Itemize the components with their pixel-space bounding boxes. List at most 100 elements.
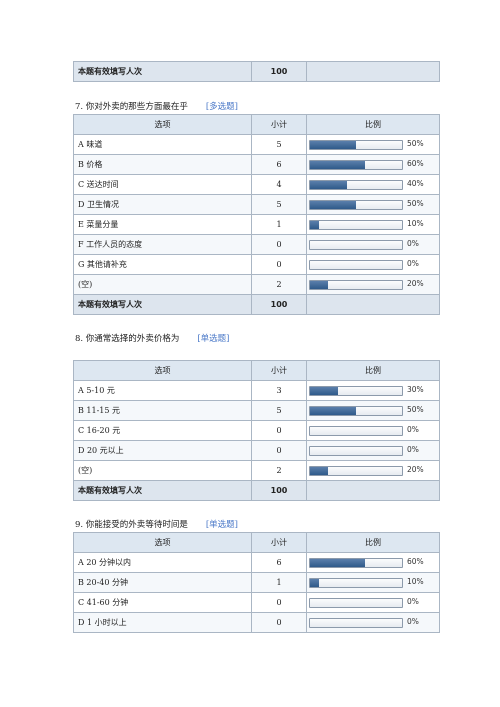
option-ratio: 0% <box>306 420 440 441</box>
option-label: A 5-10 元 <box>73 380 252 401</box>
progress-fill <box>310 141 356 149</box>
q7-header-row: 选项 小计 比例 <box>73 114 440 135</box>
header-count: 小计 <box>251 114 307 135</box>
percent-label: 0% <box>407 617 419 626</box>
option-ratio: 0% <box>306 592 440 613</box>
progress-bar <box>309 160 403 170</box>
option-label: G 其他请补充 <box>73 254 252 275</box>
percent-label: 30% <box>407 385 424 394</box>
table-row: (空) 2 20% <box>73 274 440 295</box>
progress-fill <box>310 201 356 209</box>
q7-title: 7. 你对外卖的那些方面最在乎 <box>75 102 188 112</box>
q9-header-row: 选项 小计 比例 <box>73 532 440 553</box>
q6-total-table: 本题有效填写人次 100 <box>73 61 440 82</box>
progress-bar <box>309 426 403 436</box>
header-ratio: 比例 <box>306 532 440 553</box>
percent-label: 0% <box>407 259 419 268</box>
table-row: (空) 2 20% <box>73 460 440 481</box>
option-label: D 1 小时以上 <box>73 612 252 633</box>
percent-label: 50% <box>407 139 424 148</box>
option-ratio: 0% <box>306 440 440 461</box>
header-ratio: 比例 <box>306 360 440 381</box>
table-row: A 味道 5 50% <box>73 134 440 155</box>
option-label: C 41-60 分钟 <box>73 592 252 613</box>
option-ratio: 50% <box>306 134 440 155</box>
total-label: 本题有效填写人次 <box>73 294 252 315</box>
total-empty <box>306 480 440 501</box>
header-count: 小计 <box>251 532 307 553</box>
q9-title: 9. 你能接受的外卖等待时间是 <box>75 520 188 530</box>
option-count: 1 <box>251 214 307 235</box>
progress-bar <box>309 280 403 290</box>
table-row: A 5-10 元 3 30% <box>73 380 440 401</box>
q9-table: 选项 小计 比例 A 20 分钟以内 6 60% B 20-40 分钟 1 10% C 41… <box>73 532 440 633</box>
table-row: C 41-60 分钟 0 0% <box>73 592 440 613</box>
progress-fill <box>310 221 320 229</box>
option-count: 5 <box>251 400 307 421</box>
option-count: 0 <box>251 420 307 441</box>
q7-type-tag: [多选题] <box>205 102 238 112</box>
option-ratio: 0% <box>306 254 440 275</box>
table-row: B 20-40 分钟 1 10% <box>73 572 440 593</box>
q9-type-tag: [单选题] <box>205 520 238 530</box>
table-row: D 20 元以上 0 0% <box>73 440 440 461</box>
total-count: 100 <box>251 294 307 315</box>
option-count: 2 <box>251 274 307 295</box>
option-ratio: 10% <box>306 572 440 593</box>
progress-bar <box>309 180 403 190</box>
percent-label: 0% <box>407 597 419 606</box>
option-label: F 工作人员的态度 <box>73 234 252 255</box>
progress-fill <box>310 579 320 587</box>
option-count: 3 <box>251 380 307 401</box>
total-row: 本题有效填写人次 100 <box>73 61 440 82</box>
progress-fill <box>310 281 329 289</box>
table-row: F 工作人员的态度 0 0% <box>73 234 440 255</box>
table-row: C 送达时间 4 40% <box>73 174 440 195</box>
table-row: D 1 小时以上 0 0% <box>73 612 440 633</box>
percent-label: 50% <box>407 405 424 414</box>
option-label: D 卫生情况 <box>73 194 252 215</box>
option-count: 1 <box>251 572 307 593</box>
percent-label: 50% <box>407 199 424 208</box>
table-row: E 菜量分量 1 10% <box>73 214 440 235</box>
progress-bar <box>309 260 403 270</box>
header-ratio: 比例 <box>306 114 440 135</box>
q8-title: 8. 你通常选择的外卖价格为 <box>75 334 180 344</box>
table-row: B 价格 6 60% <box>73 154 440 175</box>
total-empty <box>306 294 440 315</box>
progress-bar <box>309 446 403 456</box>
q8-title-line: 8. 你通常选择的外卖价格为 [单选题] <box>75 332 229 344</box>
percent-label: 10% <box>407 577 424 586</box>
table-row: D 卫生情况 5 50% <box>73 194 440 215</box>
option-ratio: 30% <box>306 380 440 401</box>
option-count: 0 <box>251 440 307 461</box>
percent-label: 10% <box>407 219 424 228</box>
percent-label: 20% <box>407 279 424 288</box>
header-option: 选项 <box>73 114 252 135</box>
progress-fill <box>310 161 366 169</box>
option-ratio: 20% <box>306 460 440 481</box>
option-ratio: 0% <box>306 612 440 633</box>
q7-table: 选项 小计 比例 A 味道 5 50% B 价格 6 60% C 送达时间 4 40% D 卫生情… <box>73 114 440 315</box>
progress-fill <box>310 467 329 475</box>
option-ratio: 20% <box>306 274 440 295</box>
option-ratio: 50% <box>306 194 440 215</box>
total-row: 本题有效填写人次 100 <box>73 480 440 501</box>
option-count: 0 <box>251 592 307 613</box>
table-row: C 16-20 元 0 0% <box>73 420 440 441</box>
option-label: B 价格 <box>73 154 252 175</box>
header-option: 选项 <box>73 532 252 553</box>
option-label: C 送达时间 <box>73 174 252 195</box>
option-count: 6 <box>251 154 307 175</box>
option-label: D 20 元以上 <box>73 440 252 461</box>
total-count: 100 <box>251 61 307 82</box>
total-empty <box>306 61 440 82</box>
option-label: (空) <box>73 460 252 481</box>
option-ratio: 0% <box>306 234 440 255</box>
option-label: B 11-15 元 <box>73 400 252 421</box>
progress-fill <box>310 407 356 415</box>
progress-bar <box>309 558 403 568</box>
option-count: 0 <box>251 612 307 633</box>
option-count: 5 <box>251 134 307 155</box>
progress-fill <box>310 181 347 189</box>
